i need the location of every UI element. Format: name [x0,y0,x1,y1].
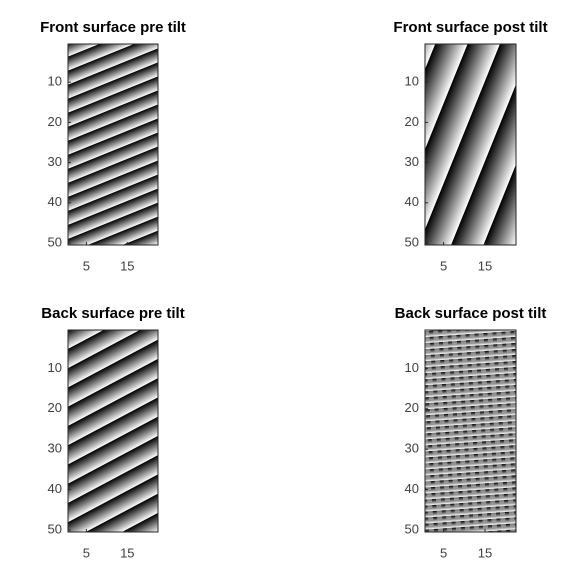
x-tick-label: 5 [83,545,90,560]
y-tick-label: 10 [48,74,62,89]
chart-title: Back surface post tilt [395,305,547,322]
x-tick-label: 15 [120,545,134,560]
y-tick-label: 30 [48,441,62,456]
y-tick-label: 30 [405,154,419,169]
y-tick-label: 50 [405,234,419,249]
y-tick-label: 30 [405,441,419,456]
y-tick-label: 20 [48,114,62,129]
chart-title: Front surface pre tilt [40,19,186,36]
x-tick-label: 5 [83,258,90,273]
y-tick-label: 10 [405,74,419,89]
x-tick-label: 15 [478,545,492,560]
x-tick-label: 5 [440,545,447,560]
y-tick-label: 10 [405,360,419,375]
x-tick-label: 15 [478,258,492,273]
y-tick-label: 40 [405,194,419,209]
y-tick-label: 50 [48,521,62,536]
y-tick-label: 20 [405,114,419,129]
image [425,44,516,245]
x-tick-label: 15 [120,258,134,273]
axis-box [424,43,517,246]
image [425,330,516,532]
y-tick-label: 50 [405,521,419,536]
y-tick-label: 50 [48,234,62,249]
axis-box [424,329,517,533]
x-tick-label: 5 [440,258,447,273]
y-tick-label: 10 [48,360,62,375]
y-tick-label: 20 [48,400,62,415]
y-tick-label: 20 [405,400,419,415]
image [68,44,158,245]
chart-title: Back surface pre tilt [41,305,184,322]
chart-title: Front surface post tilt [393,19,547,36]
y-tick-label: 40 [48,194,62,209]
y-tick-label: 40 [48,481,62,496]
axis-box [67,329,159,533]
image [68,330,158,532]
axis-box [67,43,159,246]
y-tick-label: 40 [405,481,419,496]
y-tick-label: 30 [48,154,62,169]
